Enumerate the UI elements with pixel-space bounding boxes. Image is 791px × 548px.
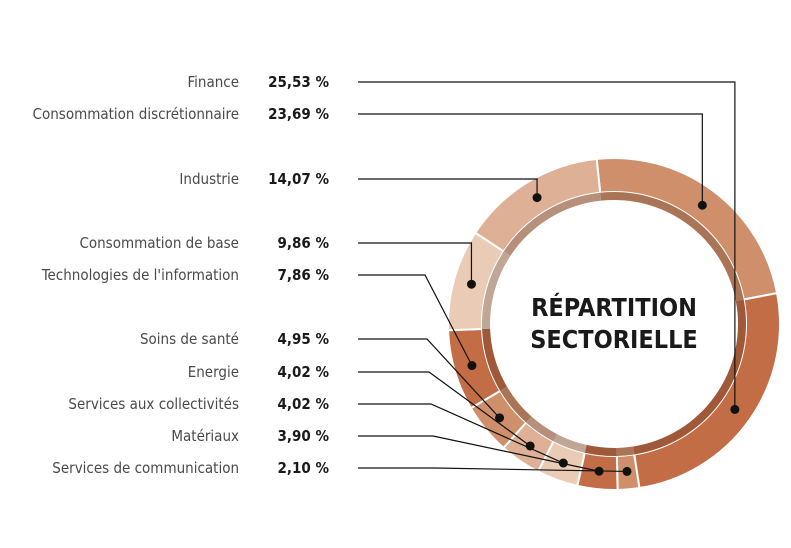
leader-dot	[622, 466, 632, 476]
leader-line	[358, 113, 703, 206]
donut-slice-inner	[503, 192, 602, 256]
legend-value: 3,90 %	[277, 427, 329, 445]
leader-line	[358, 178, 538, 198]
legend-label: Matériaux	[171, 427, 239, 445]
legend-label: Industrie	[179, 170, 239, 188]
legend-label: Services aux collectivités	[68, 395, 239, 413]
donut-slice	[595, 157, 779, 301]
leader-line	[358, 81, 736, 410]
legend-value: 2,10 %	[277, 459, 329, 477]
donut-slice	[473, 157, 602, 253]
leader-lines	[358, 81, 740, 476]
donut-slice-inner	[526, 416, 558, 442]
legend-value: 7,86 %	[277, 266, 329, 284]
legend-value: 25,53 %	[268, 73, 329, 91]
legend-value: 4,02 %	[277, 395, 329, 413]
donut-slice-inner	[632, 299, 746, 455]
legend-value: 14,07 %	[268, 170, 329, 188]
legend-label: Services de communication	[52, 459, 239, 477]
legend-label: Energie	[188, 363, 239, 381]
legend-label: Finance	[187, 73, 239, 91]
chart-title: RÉPARTITION SECTORIELLE	[530, 293, 698, 354]
leader-line	[358, 403, 564, 464]
legend-labels: Finance 25,53 % Consommation discrétionnai…	[33, 73, 330, 477]
legend-label: Consommation de base	[79, 234, 239, 252]
donut-slice-inner	[500, 386, 532, 423]
leader-dot	[532, 193, 542, 203]
legend-value: 9,86 %	[277, 234, 329, 252]
leader-line	[358, 338, 501, 419]
leader-line	[358, 274, 473, 366]
leader-dot	[495, 413, 505, 423]
donut-slice-inner	[600, 192, 744, 301]
leader-dot	[467, 361, 477, 371]
donut-slice-inner	[616, 446, 635, 456]
leader-line	[358, 435, 600, 472]
chart-title-line: RÉPARTITION	[531, 293, 697, 322]
donut-segments	[447, 157, 781, 491]
donut-inner-ring	[482, 192, 746, 457]
donut-slice-inner	[482, 251, 511, 329]
leader-dot	[525, 441, 535, 451]
leader-line	[358, 371, 531, 447]
leader-line	[358, 242, 473, 285]
donut-slice-inner	[553, 434, 587, 453]
legend-value: 4,02 %	[277, 363, 329, 381]
chart-title-line: SECTORIELLE	[530, 325, 698, 354]
leader-dot	[697, 200, 707, 210]
legend-value: 4,95 %	[277, 330, 329, 348]
donut-slice-inner	[482, 328, 508, 391]
legend-label: Technologies de l'information	[41, 266, 239, 284]
donut-slice	[633, 291, 781, 490]
leader-dot	[466, 279, 476, 289]
leader-dot	[730, 404, 740, 414]
legend-value: 23,69 %	[268, 105, 329, 123]
leader-line	[358, 467, 627, 473]
legend-label: Consommation discrétionnaire	[33, 105, 239, 123]
legend-label: Soins de santé	[140, 330, 239, 348]
donut-slice-inner	[584, 444, 617, 457]
